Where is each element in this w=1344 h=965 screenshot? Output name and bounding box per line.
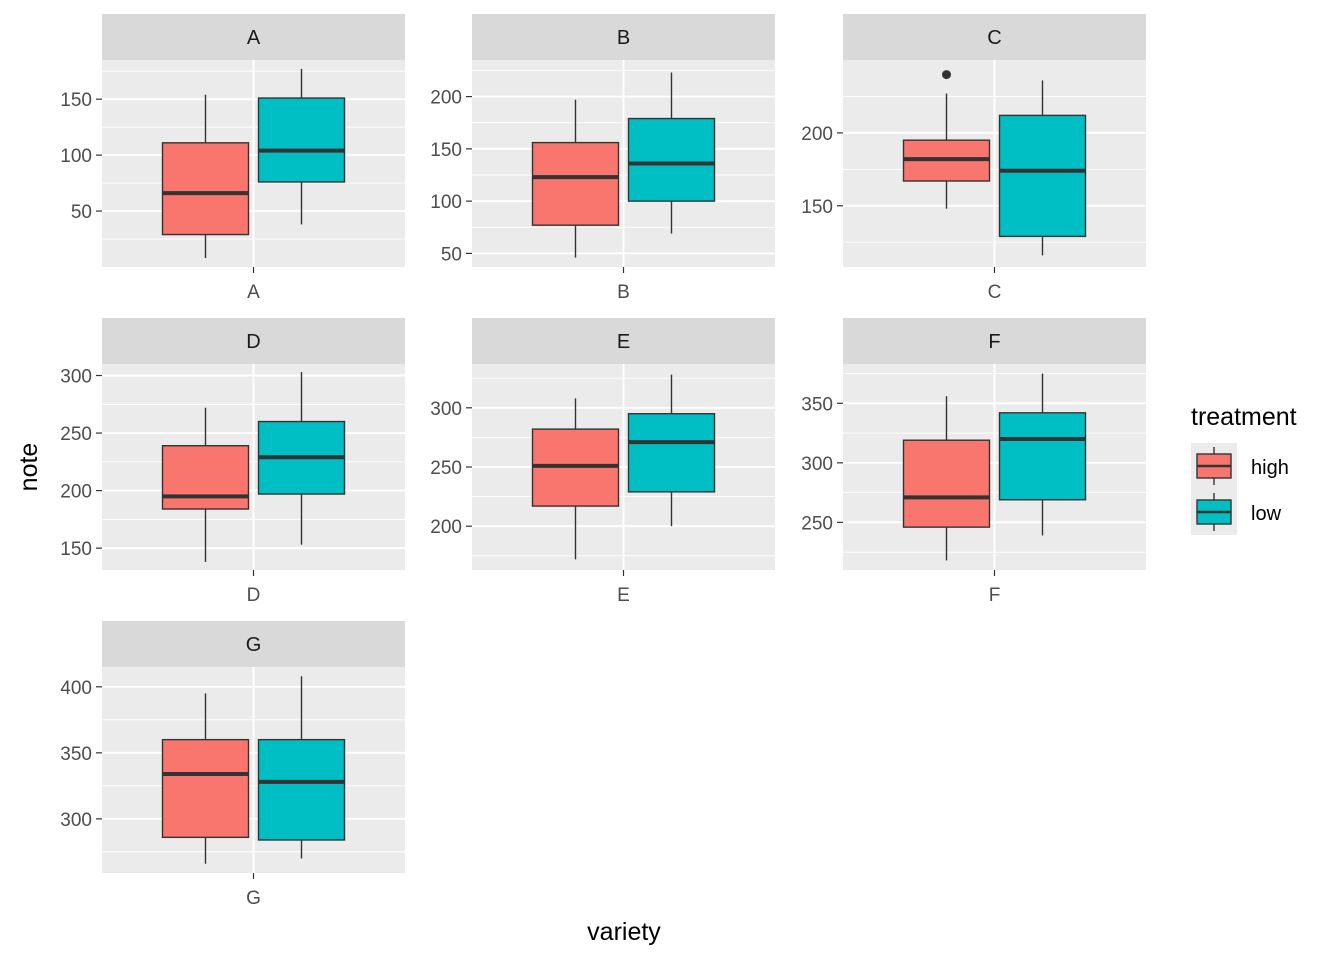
x-tick-label: F <box>989 585 1001 606</box>
facet-strip <box>843 318 1146 364</box>
box-low <box>257 676 346 859</box>
y-tick-label: 150 <box>60 539 92 560</box>
x-tick-label: E <box>617 585 630 606</box>
facet-strip <box>472 318 775 364</box>
iqr-box <box>257 97 346 183</box>
y-tick-label: 200 <box>60 482 92 503</box>
facet-strip-label: E <box>617 331 630 353</box>
y-tick-label: 200 <box>430 88 462 109</box>
facet-panel-c: C 150 200 C <box>801 14 1146 303</box>
facet-strip-label: G <box>246 634 262 656</box>
facet-panel-g: G 300 350 400 G <box>60 621 405 909</box>
box-low <box>257 372 346 545</box>
legend-label: high <box>1251 457 1289 479</box>
facet-panel-e: E 200 250 300 E <box>430 318 775 606</box>
iqr-box <box>161 445 250 510</box>
iqr-box <box>902 439 991 528</box>
iqr-box <box>998 114 1087 238</box>
y-tick-label: 50 <box>71 202 92 223</box>
y-tick-label: 350 <box>801 394 833 415</box>
iqr-box <box>161 738 250 839</box>
facet-panel-d: D 150 200 250 300 D <box>60 318 405 606</box>
x-tick-label: D <box>247 585 261 606</box>
y-tick-label: 50 <box>441 244 462 265</box>
facet-strip <box>843 14 1146 60</box>
x-tick-label: B <box>617 282 630 303</box>
y-tick-label: 300 <box>60 367 92 388</box>
facet-strip-label: A <box>247 27 261 49</box>
y-tick-label: 350 <box>60 744 92 765</box>
iqr-box <box>257 738 346 841</box>
y-tick-label: 250 <box>801 513 833 534</box>
iqr-box <box>998 412 1087 501</box>
facet-strip <box>102 14 405 60</box>
facet-strip-label: C <box>987 27 1001 49</box>
y-tick-label: 150 <box>430 140 462 161</box>
x-tick-label: G <box>246 888 261 909</box>
outlier-point <box>942 70 951 80</box>
facet-panel-b: B 50 100 150 200 B <box>430 14 775 303</box>
facet-panel-a: A 50 100 150 A <box>60 14 405 303</box>
legend-item-high: high <box>1191 443 1289 489</box>
y-axis-title: note <box>15 443 43 492</box>
y-tick-label: 300 <box>430 399 462 420</box>
box-high <box>161 693 250 864</box>
box-high <box>531 398 620 560</box>
y-tick-label: 200 <box>430 517 462 538</box>
box-low <box>627 72 716 234</box>
legend: treatment high low <box>1191 403 1297 535</box>
legend-item-low: low <box>1191 489 1282 535</box>
iqr-box <box>161 142 250 236</box>
y-tick-label: 150 <box>60 90 92 111</box>
iqr-box <box>627 117 716 202</box>
box-high <box>531 99 620 258</box>
box-low <box>998 373 1087 536</box>
legend-title: treatment <box>1191 403 1297 431</box>
box-low <box>627 374 716 527</box>
iqr-box <box>531 141 620 226</box>
x-axis-title: variety <box>587 918 661 946</box>
facet-strip <box>102 621 405 667</box>
x-tick-label: C <box>988 282 1002 303</box>
y-tick-label: 300 <box>801 454 833 475</box>
y-tick-label: 250 <box>430 458 462 479</box>
y-tick-label: 200 <box>801 124 833 145</box>
box-high <box>902 70 991 209</box>
box-low <box>257 68 346 225</box>
box-high <box>161 94 250 259</box>
facet-panel-f: F 250 300 350 F <box>801 318 1146 606</box>
box-low <box>998 80 1087 256</box>
iqr-box <box>627 413 716 493</box>
legend-label: low <box>1251 503 1282 525</box>
x-tick-label: A <box>247 282 260 303</box>
y-tick-label: 400 <box>60 678 92 699</box>
facet-strip-label: D <box>246 331 260 353</box>
y-tick-label: 300 <box>60 810 92 831</box>
y-tick-label: 100 <box>430 192 462 213</box>
y-tick-label: 250 <box>60 424 92 445</box>
facet-strip <box>472 14 775 60</box>
y-tick-label: 100 <box>60 146 92 167</box>
facet-strip <box>102 318 405 364</box>
box-high <box>902 396 991 561</box>
box-high <box>161 407 250 562</box>
y-tick-label: 150 <box>801 197 833 218</box>
facet-strip-label: F <box>988 331 1000 353</box>
facet-strip-label: B <box>617 27 630 49</box>
